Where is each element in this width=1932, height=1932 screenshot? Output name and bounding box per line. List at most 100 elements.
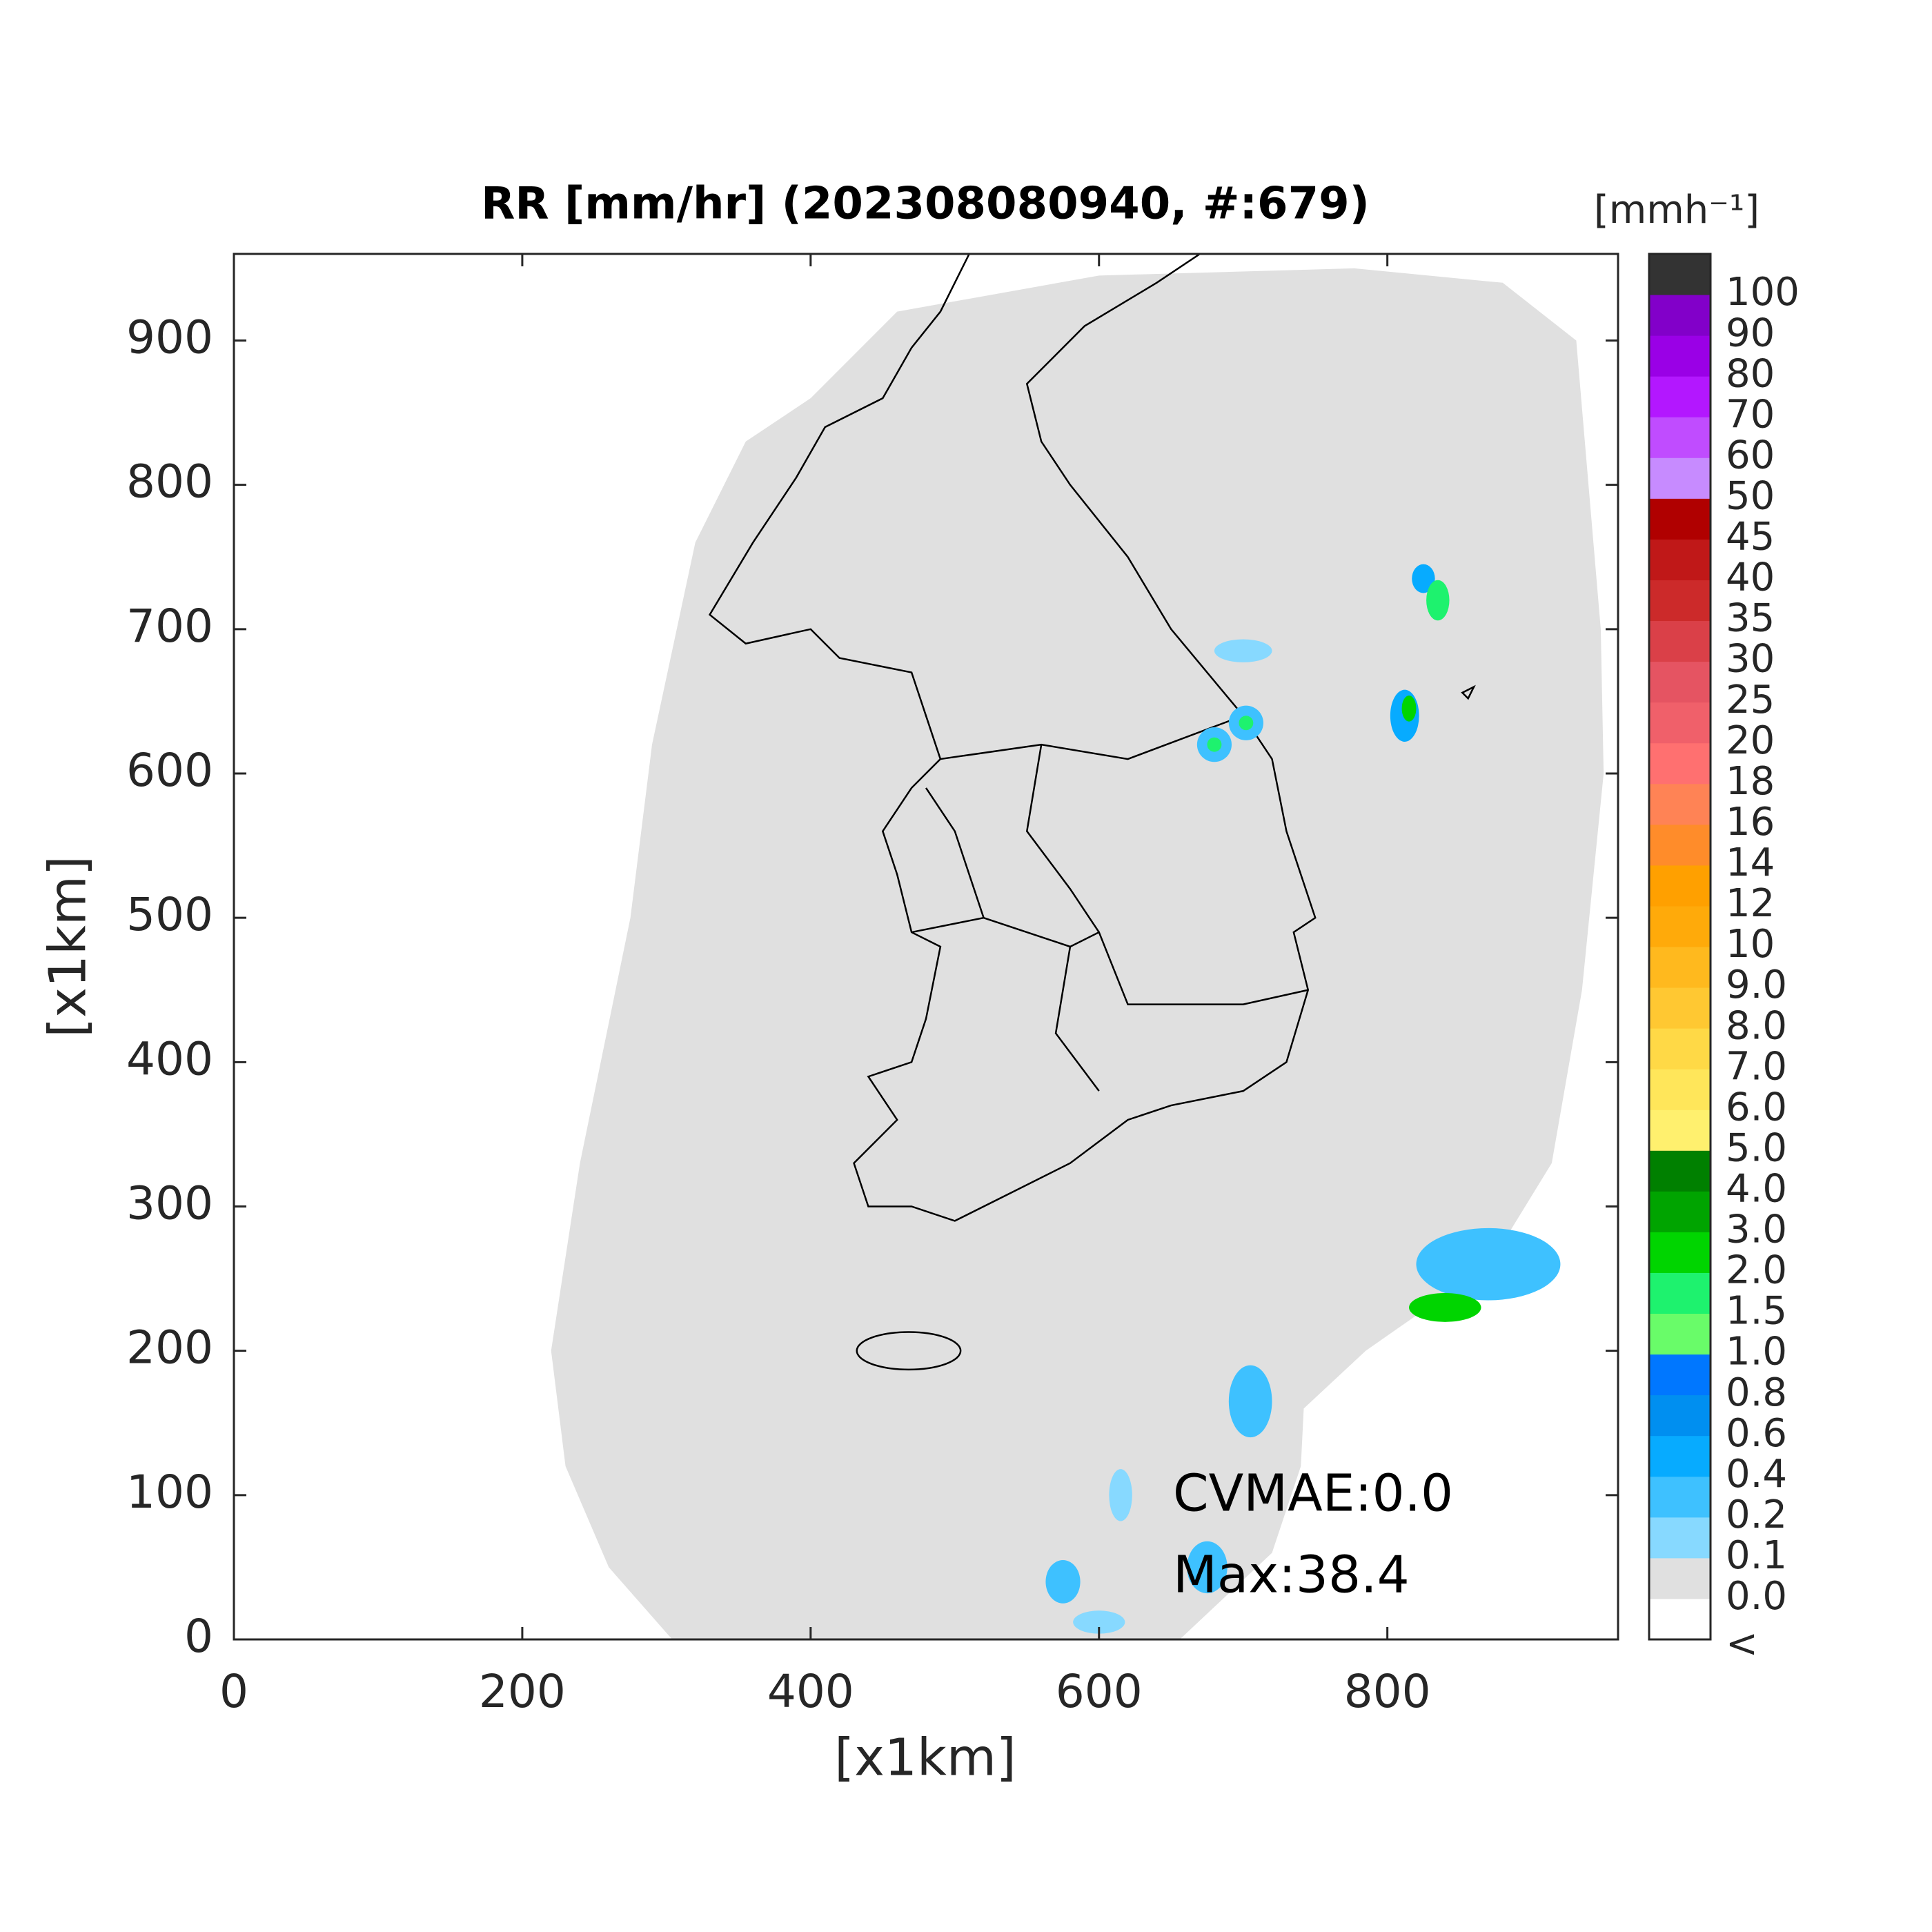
colorbar-tick-label: 40 <box>1726 555 1775 600</box>
rain-echo <box>1214 639 1272 662</box>
annotation: CVMAE:0.0 <box>1173 1464 1453 1524</box>
x-tick-label: 400 <box>767 1665 854 1718</box>
colorbar-tick-label: 100 <box>1726 270 1800 315</box>
colorbar-segment <box>1649 1598 1711 1640</box>
rain-echo <box>1045 1559 1081 1604</box>
colorbar-tick-label: 70 <box>1726 392 1775 437</box>
colorbar-tick-label: 90 <box>1726 310 1775 355</box>
colorbar-tick-label: 0.8 <box>1726 1370 1787 1415</box>
colorbar-tick-label: 80 <box>1726 351 1775 396</box>
y-tick-label: 600 <box>126 744 213 797</box>
colorbar-tick-label: 20 <box>1726 718 1775 763</box>
x-tick-label: 0 <box>219 1665 248 1718</box>
x-tick-label: 600 <box>1056 1665 1143 1718</box>
colorbar-tick-label: 16 <box>1726 800 1775 845</box>
colorbar-tick-label: 4.0 <box>1726 1166 1787 1211</box>
rain-echo <box>1239 716 1254 731</box>
y-tick-label: 800 <box>126 455 213 509</box>
coastline <box>710 254 1474 1370</box>
colorbar-tick-label: 30 <box>1726 637 1775 682</box>
rain-echo <box>1401 696 1417 722</box>
rain-echo <box>1073 1610 1125 1634</box>
colorbar-segment <box>1649 987 1711 1029</box>
colorbar-tick-label: 0.4 <box>1726 1452 1787 1497</box>
rain-echo <box>1412 564 1435 593</box>
colorbar-segment <box>1649 702 1711 744</box>
colorbar-segment <box>1649 1150 1711 1192</box>
colorbar-tick-label: 1.5 <box>1726 1289 1787 1334</box>
colorbar-tick-label: 6.0 <box>1726 1085 1787 1130</box>
rain-echo <box>1187 1541 1228 1594</box>
colorbar-segment <box>1649 661 1711 703</box>
rain-echo <box>1416 1228 1561 1301</box>
colorbar-segment <box>1649 1069 1711 1110</box>
colorbar-tick-label: 12 <box>1726 881 1775 926</box>
y-tick-label: 500 <box>126 888 213 941</box>
colorbar-tick-label: 9.0 <box>1726 963 1787 1007</box>
colorbar-segment <box>1649 1476 1711 1518</box>
plot-frame <box>233 253 1619 1641</box>
rain-echo <box>1426 580 1450 621</box>
x-tick-label: 200 <box>479 1665 566 1718</box>
rain-echo <box>1109 1469 1132 1521</box>
colorbar-tick-label: 5.0 <box>1726 1125 1787 1170</box>
colorbar-segment <box>1649 1517 1711 1559</box>
colorbar-segment <box>1649 1394 1711 1437</box>
colorbar-tick-label: 35 <box>1726 596 1775 641</box>
colorbar-tick-label: 14 <box>1726 840 1775 885</box>
colorbar-segment <box>1649 295 1711 336</box>
map-content <box>551 254 1604 1639</box>
map-layer <box>551 254 1604 1639</box>
colorbar-tick-label: 0.6 <box>1726 1411 1787 1456</box>
colorbar-tick-label: < <box>1726 1621 1758 1666</box>
colorbar-tick-label: 1.0 <box>1726 1330 1787 1374</box>
coastline-north <box>710 254 1316 1221</box>
chart-title: RR [mm/hr] (202308080940, #:679) <box>481 179 1370 230</box>
y-tick-label: 200 <box>126 1321 213 1374</box>
colorbar-segment <box>1649 824 1711 866</box>
x-axis-label: [x1km] <box>834 1728 1016 1788</box>
colorbar-tick-label: 2.0 <box>1726 1248 1787 1293</box>
annotation: Max:38.4 <box>1173 1546 1410 1605</box>
colorbar-segment <box>1649 457 1711 499</box>
x-tick-label: 800 <box>1344 1665 1431 1718</box>
colorbar-segment <box>1649 376 1711 417</box>
colorbar-frame <box>1648 253 1712 1641</box>
colorbar-segment <box>1649 1191 1711 1232</box>
colorbar-segment <box>1649 1557 1711 1599</box>
colorbar-segment <box>1649 620 1711 662</box>
colorbar-tick-label: 3.0 <box>1726 1208 1787 1252</box>
province-borders <box>911 716 1308 1091</box>
y-tick-label: 400 <box>126 1032 213 1085</box>
colorbar-segment <box>1649 498 1711 540</box>
colorbar-segment <box>1649 1272 1711 1314</box>
colorbar-tick-label: 50 <box>1726 473 1775 518</box>
colorbar-segment <box>1649 335 1711 377</box>
colorbar-segment <box>1649 905 1711 947</box>
colorbar-segment <box>1649 742 1711 785</box>
y-axis-label: [x1km] <box>39 856 98 1038</box>
colorbar-segment <box>1649 783 1711 825</box>
rain-echo <box>1409 1292 1481 1322</box>
y-tick-label: 900 <box>126 311 213 364</box>
colorbar-segment <box>1649 1313 1711 1355</box>
colorbar-segment <box>1649 1110 1711 1151</box>
colorbar-segment <box>1649 417 1711 458</box>
colorbar-tick-label: 0.0 <box>1726 1574 1787 1619</box>
colorbar-segment <box>1649 1028 1711 1070</box>
colorbar-tick-label: 7.0 <box>1726 1044 1787 1089</box>
colorbar-tick-label: 25 <box>1726 678 1775 722</box>
colorbar-tick-label: 60 <box>1726 433 1775 477</box>
colorbar-segment <box>1649 1435 1711 1477</box>
colorbar-tick-label: 0.1 <box>1726 1533 1787 1578</box>
y-tick-label: 300 <box>126 1177 213 1230</box>
rain-echo <box>1228 1365 1272 1438</box>
colorbar-segment <box>1649 580 1711 622</box>
colorbar-segment <box>1649 947 1711 988</box>
colorbar-tick-label: 0.2 <box>1726 1492 1787 1537</box>
colorbar-segment <box>1649 1354 1711 1396</box>
colorbar-segment <box>1649 254 1711 295</box>
colorbar-tick-label: 18 <box>1726 759 1775 804</box>
colorbar-tick-label: 45 <box>1726 515 1775 560</box>
y-tick-label: 0 <box>184 1610 213 1663</box>
